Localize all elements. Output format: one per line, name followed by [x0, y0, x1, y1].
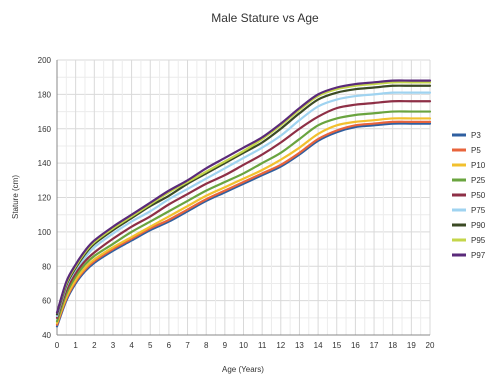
y-axis-title: Stature (cm)	[11, 175, 20, 219]
x-tick-label: 0	[55, 341, 60, 350]
grid	[56, 59, 431, 336]
legend-label-p3: P3	[471, 131, 481, 140]
y-tick-label: 80	[42, 262, 51, 271]
x-tick-label: 9	[223, 341, 228, 350]
y-tick-label: 200	[38, 56, 52, 65]
x-tick-label: 15	[332, 341, 341, 350]
y-tick-label: 160	[38, 125, 52, 134]
x-tick-label: 20	[426, 341, 435, 350]
series-line-p50	[55, 100, 432, 319]
x-tick-label: 12	[276, 341, 285, 350]
series-line-p97	[55, 79, 432, 314]
legend-label-p25: P25	[471, 176, 486, 185]
x-tick-label: 8	[204, 341, 209, 350]
chart-title: Male Stature vs Age	[211, 11, 319, 25]
y-tick-labels: 40 60 80 100 120 140 160 180 200	[38, 56, 52, 340]
axes	[56, 60, 430, 336]
x-tick-label: 11	[258, 341, 267, 350]
x-tick-label: 2	[92, 341, 97, 350]
y-tick-label: 140	[38, 159, 52, 168]
series-line-p10	[55, 117, 432, 325]
x-tick-label: 6	[167, 341, 172, 350]
y-tick-label: 120	[38, 194, 52, 203]
x-tick-labels: 0 1 2 3 4 5 6 7 8 9 10 11 12 13 14 15 16 17 18 19 20	[55, 341, 435, 350]
y-tick-label: 60	[42, 297, 51, 306]
legend-label-p10: P10	[471, 161, 486, 170]
x-tick-label: 14	[314, 341, 323, 350]
x-tick-label: 13	[295, 341, 304, 350]
legend: P3 P5 P10 P25 P50 P75 P90 P95 P97	[452, 131, 486, 260]
legend-label-p90: P90	[471, 221, 486, 230]
x-tick-label: 17	[370, 341, 379, 350]
legend-label-p5: P5	[471, 146, 481, 155]
series-line-p90	[55, 84, 432, 316]
series-line-p95	[55, 81, 432, 314]
x-tick-label: 10	[239, 341, 248, 350]
x-tick-label: 1	[73, 341, 78, 350]
legend-label-p75: P75	[471, 206, 486, 215]
x-tick-label: 7	[185, 341, 190, 350]
series-line-p5	[55, 120, 432, 326]
legend-label-p97: P97	[471, 251, 486, 260]
x-tick-label: 5	[148, 341, 153, 350]
x-tick-label: 16	[351, 341, 360, 350]
x-tick-label: 19	[407, 341, 416, 350]
legend-label-p95: P95	[471, 236, 486, 245]
y-tick-label: 40	[42, 331, 51, 340]
series-line-p75	[55, 91, 432, 318]
x-tick-label: 18	[388, 341, 397, 350]
legend-label-p50: P50	[471, 191, 486, 200]
series-line-p25	[55, 110, 432, 323]
x-axis-title: Age (Years)	[222, 365, 264, 374]
series-lines	[55, 79, 432, 328]
y-tick-label: 180	[38, 90, 52, 99]
series-line-p3	[55, 122, 432, 328]
x-tick-label: 4	[129, 341, 134, 350]
x-tick-label: 3	[111, 341, 116, 350]
y-tick-label: 100	[38, 228, 52, 237]
